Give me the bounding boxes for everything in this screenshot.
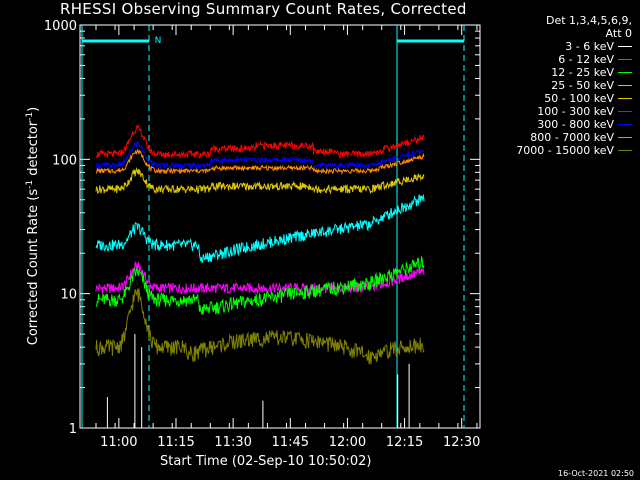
y-tick-label: 10 <box>60 288 77 303</box>
x-tick-label: 12:30 <box>443 435 480 450</box>
legend-label: 3 - 6 keV <box>565 40 614 53</box>
legend-entry: 12 - 25 keV <box>516 66 632 79</box>
series-line-300-800kev <box>95 141 425 171</box>
x-tick-label: 11:15 <box>157 435 194 450</box>
x-axis-title: Start Time (02-Sep-10 10:50:02) <box>160 454 372 469</box>
legend-entry: 7000 - 15000 keV <box>516 144 632 157</box>
y-tick-label: 100 <box>52 153 77 168</box>
legend-label: 800 - 7000 keV <box>530 131 614 144</box>
x-tick-label: 12:15 <box>386 435 423 450</box>
legend-entry: 50 - 100 keV <box>516 92 632 105</box>
y-axis-title: Corrected Count Rate (s-1 detector-1) <box>24 106 42 346</box>
legend-swatch <box>618 98 632 99</box>
y-tick-label: 1 <box>69 422 77 437</box>
legend-swatch <box>618 59 632 60</box>
series-line-7000-15000kev <box>95 288 425 365</box>
legend-label: 100 - 300 keV <box>537 105 614 118</box>
legend-swatch <box>618 85 632 86</box>
series-line-3-6kev <box>106 334 410 428</box>
legend-swatch <box>618 137 632 138</box>
footer-timestamp: 16-Oct-2021 02:50 <box>558 469 634 478</box>
legend-entry: 300 - 800 keV <box>516 118 632 131</box>
legend-label: 50 - 100 keV <box>544 92 614 105</box>
legend-label: 25 - 50 keV <box>551 79 614 92</box>
legend-header-attenuator: Att 0 <box>605 27 632 40</box>
plot-frame <box>79 24 481 429</box>
legend-entry: 100 - 300 keV <box>516 105 632 118</box>
x-tick-label: 11:30 <box>214 435 251 450</box>
series-line-12-25kev <box>95 255 425 315</box>
legend-entry: 6 - 12 keV <box>516 53 632 66</box>
legend-entry: 800 - 7000 keV <box>516 131 632 144</box>
legend-swatch <box>618 72 632 73</box>
x-tick-label: 12:00 <box>329 435 366 450</box>
legend-label: 7000 - 15000 keV <box>516 144 614 157</box>
x-tick-label: 11:00 <box>100 435 137 450</box>
x-tick-label: 11:45 <box>272 435 309 450</box>
series-line-100-300kev <box>95 124 425 160</box>
chart-title: RHESSI Observing Summary Count Rates, Co… <box>60 0 467 18</box>
legend-swatch <box>618 150 632 151</box>
legend: Det 1,3,4,5,6,9, Att 0 3 - 6 keV 6 - 12 k… <box>516 14 632 157</box>
legend-label: 12 - 25 keV <box>551 66 614 79</box>
y-tick-label: 1000 <box>44 19 77 34</box>
series-line-50-100kev <box>95 166 425 195</box>
legend-entry: 3 - 6 keV <box>516 40 632 53</box>
legend-entry: 25 - 50 keV <box>516 79 632 92</box>
series-line-25-50kev <box>95 193 425 264</box>
series-line-800-7000kev <box>95 149 425 175</box>
legend-header-detectors: Det 1,3,4,5,6,9, <box>545 14 632 27</box>
legend-label: 300 - 800 keV <box>537 118 614 131</box>
flag-label: N <box>155 36 162 46</box>
legend-swatch <box>618 111 632 112</box>
legend-swatch <box>618 124 632 125</box>
legend-label: 6 - 12 keV <box>558 53 614 66</box>
legend-swatch <box>618 46 632 47</box>
